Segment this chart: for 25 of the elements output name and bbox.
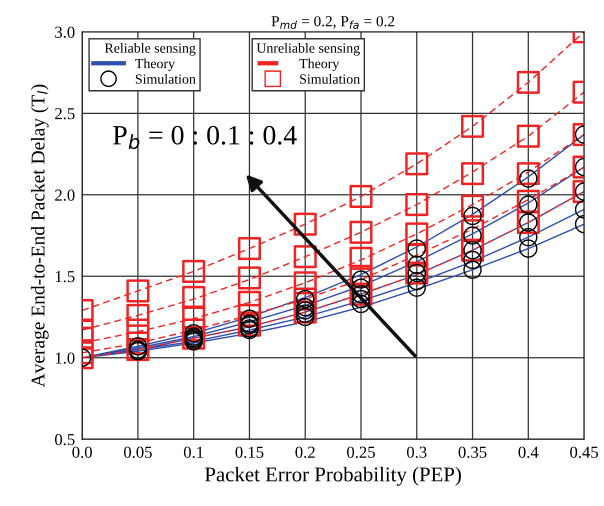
x-tick-label: 0.1 (184, 446, 204, 458)
y-tick-label: 0.5 (55, 434, 75, 446)
legend-label: Simulation (300, 74, 360, 84)
x-axis-title: Packet Error Probability (PEP) (204, 466, 461, 486)
text: Unreliable sensing (256, 42, 360, 56)
x-tick-label: 0.35 (458, 446, 486, 458)
x-tick-label: 0.05 (124, 446, 152, 458)
x-tick-label: 0.0 (72, 446, 92, 458)
y-tick-label: 3.0 (55, 26, 75, 38)
y-tick-label: 2.5 (55, 108, 75, 120)
legend-label: Simulation (136, 74, 196, 84)
x-tick-label: 0.2 (295, 446, 315, 458)
x-tick-label: 0.15 (236, 446, 264, 458)
legend-label: Theory (135, 58, 175, 72)
legend-label: Theory (299, 58, 340, 72)
chart-title: P$_{md}$ = 0.2, P$_{fa}$ = 0.2 (272, 16, 394, 29)
y-tick-label: 1.0 (56, 352, 75, 364)
y-axis-title: Average End-to-End Packet Delay (T$_{l}$) (30, 84, 49, 388)
x-tick-label: 0.3 (406, 446, 427, 458)
text: Reliable sensing (104, 42, 196, 56)
y-tick-label: 1.5 (56, 271, 75, 282)
y-tick-label: 2.0 (55, 190, 75, 201)
x-tick-label: 0.4 (518, 446, 538, 458)
x-tick-label: 0.45 (570, 446, 598, 458)
x-tick-label: 0.25 (347, 446, 375, 458)
